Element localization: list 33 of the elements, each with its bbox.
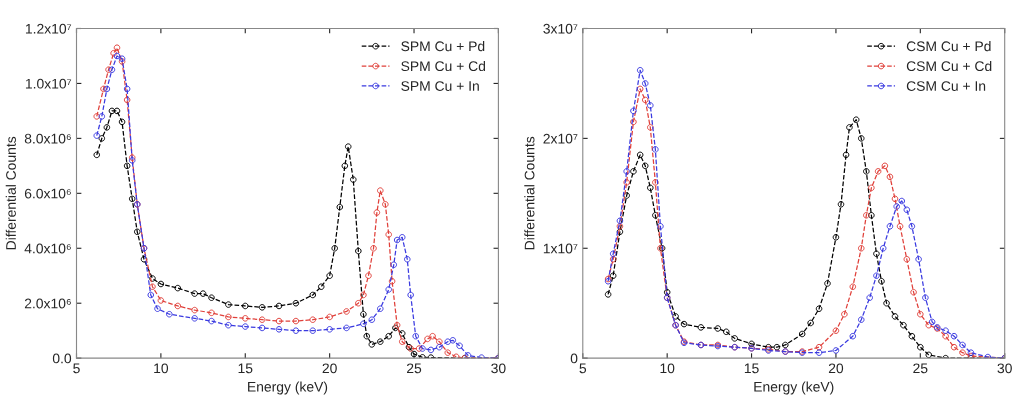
x-tick-label: 15 — [238, 363, 253, 374]
legend-label: CSM Cu + Pd — [906, 40, 991, 52]
x-tick-label: 5 — [579, 363, 587, 374]
y-tick-label: 3x10⁷ — [543, 23, 578, 34]
y-axis-title: Differential Counts — [524, 136, 535, 250]
legend-label: CSM Cu + Cd — [906, 60, 992, 72]
y-tick-label: 1x10⁷ — [543, 243, 578, 254]
x-axis-title: Energy (keV) — [248, 381, 328, 395]
y-tick-label: 1.0x10⁷ — [25, 78, 72, 89]
y-tick-label: 4.0x10⁶ — [24, 243, 71, 254]
x-tick-label: 30 — [997, 363, 1012, 374]
y-axis-title: Differential Counts — [5, 136, 16, 250]
y-tick-label: 0 — [570, 353, 578, 364]
legend-label: SPM Cu + In — [401, 81, 479, 91]
x-tick-label: 20 — [322, 363, 337, 374]
y-tick-label: 1.2x10⁷ — [25, 23, 72, 34]
x-tick-label: 25 — [913, 363, 928, 374]
x-tick-label: 25 — [407, 363, 422, 374]
x-tick-label: 10 — [154, 363, 169, 374]
x-tick-label: 15 — [744, 363, 759, 374]
y-tick-label: 6.0x10⁶ — [24, 188, 71, 199]
legend-label: CSM Cu + In — [906, 81, 986, 91]
y-tick-label: 8.0x10⁶ — [24, 133, 71, 144]
x-tick-label: 10 — [660, 363, 675, 374]
y-tick-label: 0.0 — [52, 353, 72, 364]
x-tick-label: 5 — [73, 363, 80, 374]
y-tick-label: 2x10⁷ — [543, 133, 578, 144]
legend-label: SPM Cu + Cd — [401, 60, 486, 72]
x-tick-label: 30 — [491, 363, 506, 374]
y-tick-label: 2.0x10⁶ — [24, 298, 71, 309]
legend-label: SPM Cu + Pd — [401, 40, 485, 52]
x-axis-title: Energy (keV) — [754, 381, 834, 395]
x-tick-label: 20 — [828, 363, 844, 374]
